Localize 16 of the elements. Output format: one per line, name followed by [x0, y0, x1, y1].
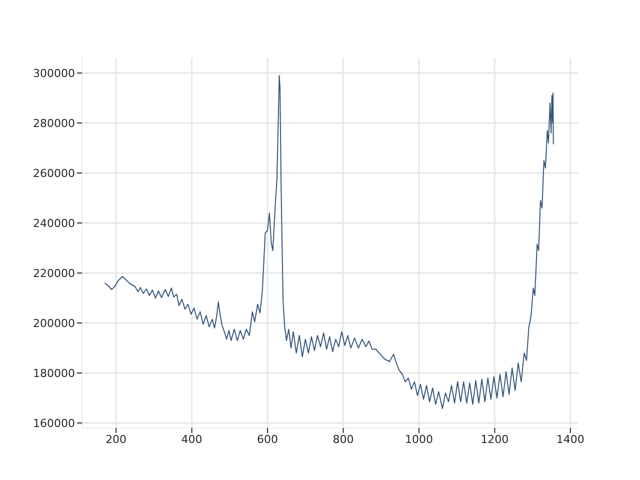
- y-tick-label: 240000: [33, 216, 75, 230]
- x-tick-label: 800: [332, 432, 354, 446]
- y-tick-label: 220000: [33, 266, 75, 280]
- line-series: [104, 75, 554, 409]
- y-tick-label: 200000: [33, 316, 75, 330]
- y-tick-label: 260000: [33, 166, 75, 180]
- y-tick-label: 300000: [33, 66, 75, 80]
- x-tick-label: 1200: [480, 432, 509, 446]
- y-tick-label: 280000: [33, 116, 75, 130]
- x-tick-label: 200: [106, 432, 127, 446]
- x-tick-label: 1000: [404, 432, 433, 446]
- y-tick-label: 160000: [33, 416, 75, 430]
- x-tick-label: 600: [257, 432, 278, 446]
- x-tick-label: 1400: [556, 432, 584, 446]
- y-tick-label: 180000: [33, 366, 75, 380]
- x-tick-label: 400: [181, 432, 202, 446]
